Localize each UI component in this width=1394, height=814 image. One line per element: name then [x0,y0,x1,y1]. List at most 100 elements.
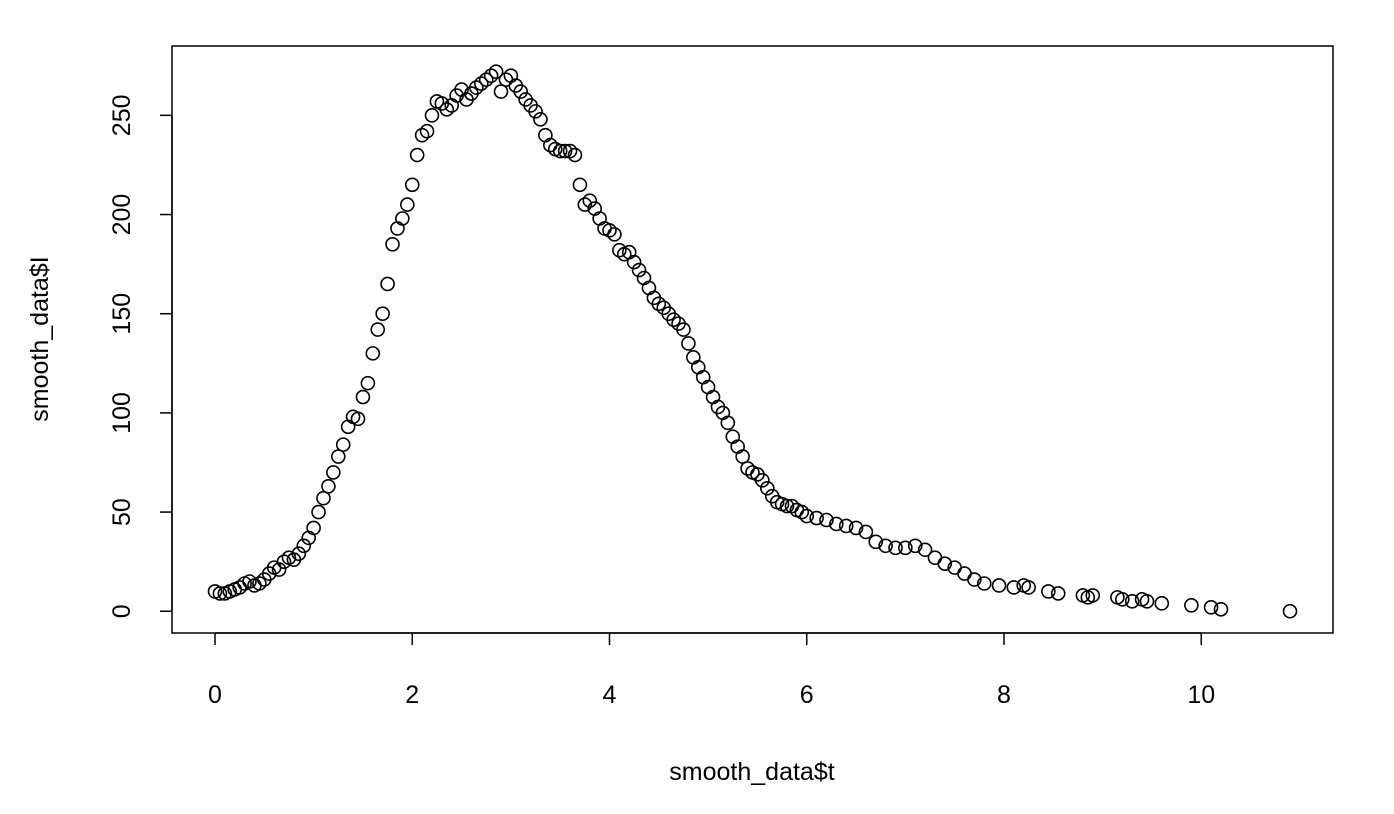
x-axis-title: smooth_data$t [669,758,834,786]
point [681,336,696,351]
point [676,322,691,337]
point [1139,594,1155,609]
point [651,296,667,312]
point [967,572,982,587]
point [1085,588,1101,603]
point [350,411,366,427]
point [858,524,874,540]
point [1124,594,1140,609]
point [242,574,257,589]
point [252,576,267,591]
point [1006,580,1022,595]
point [493,84,509,99]
point [360,375,376,391]
point [355,389,371,405]
point [838,518,854,534]
point [626,254,642,270]
point [898,540,913,556]
point [291,546,307,562]
point [478,72,494,87]
y-axis-title: smooth_data$I [26,256,54,421]
point [469,80,484,95]
point [582,193,598,208]
point [809,510,824,526]
plot-box [171,45,1334,634]
point [937,556,953,571]
x-tick-label: 10 [1187,681,1215,709]
y-tick-label: 100 [108,392,136,434]
x-tick-label: 4 [603,681,617,709]
point [735,449,750,464]
point [1213,601,1229,617]
point [395,211,410,226]
point [1184,598,1199,613]
point [991,578,1007,593]
point [306,520,321,536]
point [439,102,455,117]
point [330,449,346,464]
point [404,177,420,193]
point [400,197,415,212]
point [878,538,893,554]
y-tick-label: 200 [108,194,136,236]
x-tick-label: 8 [997,681,1011,709]
point [907,538,923,554]
y-tick-label: 0 [108,604,136,618]
point [779,498,795,514]
point [917,542,933,558]
point [562,143,578,159]
point [212,586,228,601]
point [848,520,864,536]
x-tick-label: 0 [208,681,222,709]
point [602,223,617,238]
point [567,147,583,163]
point [296,538,312,554]
point [513,84,529,99]
y-tick-label: 50 [108,498,136,526]
point [927,550,943,566]
point [612,242,627,258]
point [1021,580,1036,595]
point [755,473,770,488]
point [375,306,390,322]
point [1282,603,1298,619]
point [1115,592,1130,607]
point [1050,586,1066,601]
point [533,112,548,127]
point [829,516,844,532]
point [557,143,573,159]
point [409,147,425,163]
point [976,576,992,591]
point [385,236,400,252]
point [483,68,499,83]
point [607,227,622,242]
point [888,540,903,556]
point [957,566,972,581]
point [419,123,435,139]
point [276,554,292,569]
point [271,562,287,577]
point [552,143,568,159]
x-tick-label: 2 [405,681,419,709]
point [1203,599,1219,615]
point [666,312,681,327]
point [631,262,647,278]
point [424,108,440,123]
point [335,437,351,452]
y-tick-label: 150 [108,293,136,335]
point [1154,596,1170,611]
point [311,504,326,520]
point [868,534,884,550]
point [528,104,543,119]
point [316,490,331,506]
point [794,504,810,520]
point [572,177,588,193]
point [577,197,593,212]
point [759,480,775,496]
point [365,346,381,361]
point [370,322,386,337]
point [799,508,815,524]
point [414,127,430,143]
point [488,64,504,80]
